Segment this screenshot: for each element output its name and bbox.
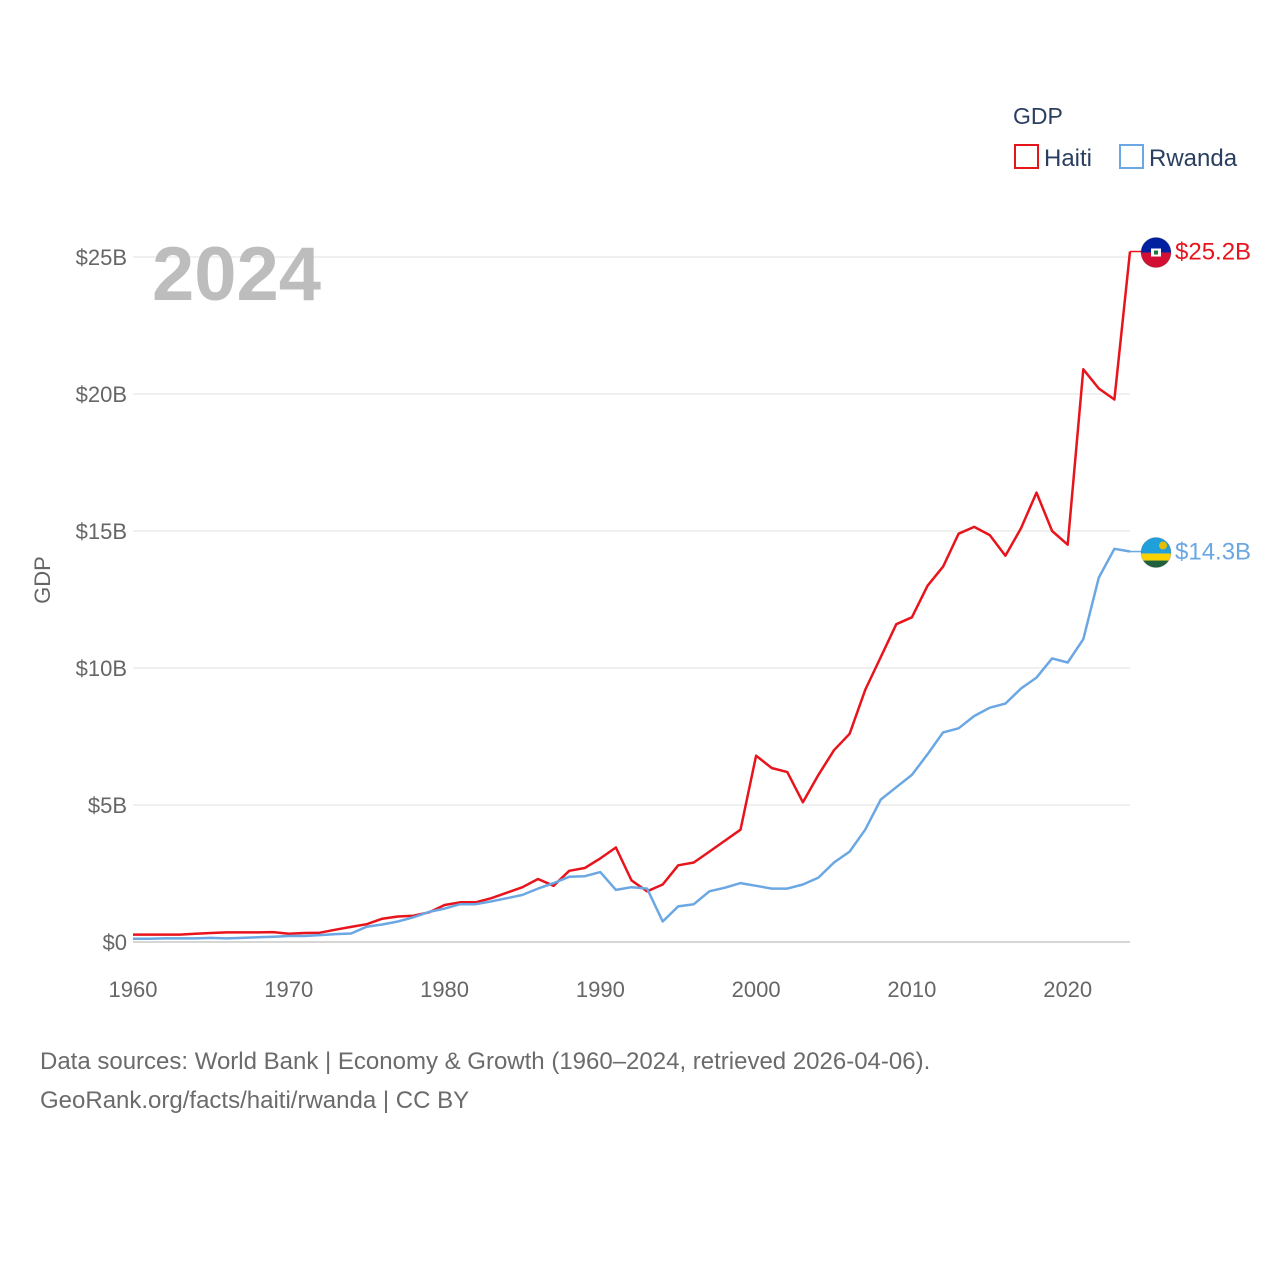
x-tick-label: 2020 [1043, 977, 1092, 1002]
year-label: 2024 [152, 232, 321, 317]
gridlines [133, 256, 1130, 943]
attribution-text: GeoRank.org/facts/haiti/rwanda | CC BY [40, 1087, 470, 1114]
legend-swatch-rwanda [1119, 144, 1144, 169]
series-lines [133, 251, 1132, 940]
legend-swatch-haiti [1014, 144, 1039, 169]
x-tick-label: 1990 [576, 977, 625, 1002]
end-value-label-haiti: $25.2B [1175, 239, 1251, 266]
legend[interactable]: GDP Haiti Rwanda [1013, 103, 1238, 172]
y-tick-label: $5B [88, 793, 127, 818]
legend-item-haiti[interactable]: Haiti [1014, 144, 1092, 172]
end-value-label-rwanda: $14.3B [1175, 539, 1251, 566]
y-tick-label: $25B [76, 245, 127, 270]
y-tick-label: $20B [76, 382, 127, 407]
series-line-rwanda [133, 547, 1131, 940]
x-tick-label: 1960 [109, 977, 158, 1002]
footer: Data sources: World Bank | Economy & Gro… [40, 1042, 930, 1120]
gdp-line-chart: $0 $5B $10B $15B $20B $25B 1960 1970 1980 1990 20… [30, 103, 1251, 1002]
data-sources-text: Data sources: World Bank | Economy & Gro… [40, 1048, 931, 1075]
x-axis-ticks: 1960 1970 1980 1990 2000 2010 2020 [109, 977, 1093, 1002]
x-tick-label: 2000 [732, 977, 781, 1002]
rwanda-flag-icon [1140, 537, 1172, 569]
y-tick-label: $0 [103, 930, 127, 955]
haiti-flag-icon [1140, 237, 1172, 269]
y-tick-label: $15B [76, 519, 127, 544]
legend-item-rwanda[interactable]: Rwanda [1119, 144, 1238, 172]
x-tick-label: 1980 [420, 977, 469, 1002]
legend-label-haiti: Haiti [1044, 145, 1092, 172]
series-line-haiti [133, 251, 1132, 936]
legend-title: GDP [1013, 103, 1063, 129]
legend-label-rwanda: Rwanda [1149, 145, 1238, 172]
y-axis-title: GDP [30, 556, 55, 604]
x-tick-label: 1970 [264, 977, 313, 1002]
y-axis-ticks: $0 $5B $10B $15B $20B $25B [76, 245, 127, 955]
y-tick-label: $10B [76, 656, 127, 681]
x-tick-label: 2010 [887, 977, 936, 1002]
end-markers: $25.2B $14.3B [1130, 237, 1251, 569]
